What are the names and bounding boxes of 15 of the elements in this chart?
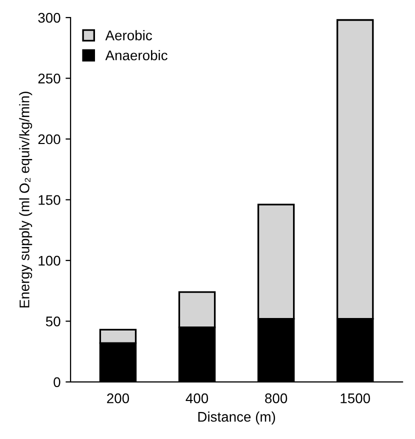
x-tick-label: 400 — [186, 393, 208, 404]
y-tick-label: 200 — [38, 134, 60, 144]
x-tick-label: 200 — [107, 393, 130, 404]
y-tick-label: 250 — [38, 74, 60, 84]
x-tick-label: 800 — [265, 393, 288, 404]
y-axis-title: Energy supply (ml O₂ equiv/kg/min) — [19, 92, 32, 308]
y-tick-label: 100 — [38, 256, 60, 266]
legend-label: Anaerobic — [105, 50, 168, 60]
y-tick-label: 300 — [38, 12, 60, 23]
y-tick-label: 50 — [46, 316, 60, 326]
x-axis-title: Distance (m) — [198, 412, 276, 424]
x-tick-label: 1500 — [340, 393, 370, 404]
y-tick-label: 0 — [54, 377, 60, 388]
y-tick-label: 150 — [38, 195, 60, 205]
legend-label: Aerobic — [105, 30, 152, 40]
